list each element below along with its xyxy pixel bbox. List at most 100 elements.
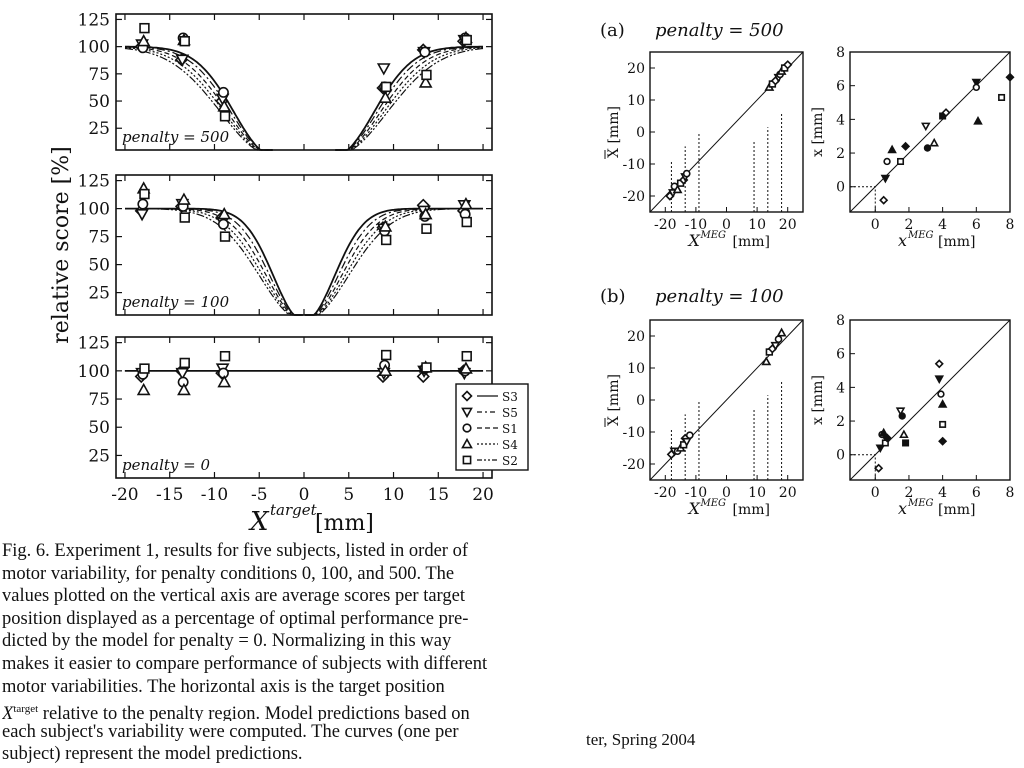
x-tick-label: 20	[472, 485, 494, 505]
data-point	[378, 219, 393, 232]
data-point	[761, 356, 772, 366]
x-tick-label: 10	[383, 485, 405, 505]
data-point	[136, 34, 151, 47]
y-tick-label: 0	[636, 125, 645, 141]
y-axis-label: X [mm]	[606, 374, 622, 426]
data-point	[137, 198, 149, 210]
y-tick-label: 20	[627, 61, 645, 77]
data-point	[459, 196, 473, 210]
y-tick-label: 75	[88, 228, 110, 248]
x-tick-label: -10	[685, 217, 708, 233]
data-point	[217, 207, 232, 220]
y-tick-label: 25	[88, 446, 110, 466]
legend-marker	[462, 455, 472, 465]
data-point	[923, 144, 932, 152]
y-tick-label: 75	[88, 390, 110, 410]
dotted-guide	[850, 186, 876, 212]
y-tick-label: -10	[622, 157, 645, 173]
y-axis-label: X [mm]	[606, 106, 622, 158]
data-point	[782, 60, 793, 70]
data-point	[421, 223, 432, 234]
data-point	[380, 81, 392, 93]
legend-marker	[461, 390, 473, 402]
y-tick-label: 0	[836, 448, 845, 464]
dotted-guide	[850, 454, 876, 480]
data-point	[672, 184, 683, 194]
row-title: penalty = 500	[655, 20, 784, 41]
y-axis-label: x [mm]	[810, 107, 826, 157]
x-axis-label-unit: [mm]	[315, 511, 374, 536]
y-tick-label: -20	[622, 189, 645, 205]
legend-label: S2	[502, 454, 518, 468]
x-tick-label: 20	[779, 217, 797, 233]
prediction-curve	[125, 208, 483, 316]
prediction-curve	[124, 47, 484, 151]
small-panel-frame	[849, 319, 1011, 481]
caption-line: Xtarget relative to the penalty region. …	[2, 698, 584, 721]
y-tick-label: 2	[836, 146, 845, 162]
data-point	[880, 174, 891, 184]
caption-line: motor variability, for penalty condition…	[2, 563, 455, 584]
y-tick-label: 125	[78, 10, 110, 30]
data-point	[219, 350, 231, 362]
row-label: (a)	[600, 20, 625, 41]
x-axis-label-unit: [mm]	[733, 502, 770, 518]
prediction-curve	[125, 45, 483, 151]
caption-line-rest: relative to the penalty region. Model pr…	[38, 704, 470, 721]
data-point	[879, 195, 889, 205]
data-point	[895, 407, 906, 416]
data-point	[418, 207, 433, 220]
caption-symbol: X	[2, 704, 14, 721]
data-point	[177, 382, 191, 396]
y-tick-label: 100	[78, 200, 110, 220]
data-point	[135, 209, 149, 222]
y-tick-label: 6	[836, 347, 845, 363]
data-point	[971, 78, 982, 88]
data-point	[179, 357, 190, 369]
x-tick-label: 6	[972, 217, 981, 233]
data-point	[887, 144, 897, 154]
x-tick-label: 5	[343, 485, 354, 505]
legend-label: S1	[502, 422, 518, 436]
data-point	[139, 188, 150, 200]
y-tick-label: 25	[88, 284, 110, 304]
data-point	[875, 444, 886, 454]
data-point	[1005, 72, 1015, 82]
legend-label: S5	[502, 406, 518, 420]
legend-label: S4	[502, 438, 518, 452]
x-axis-label: x	[898, 499, 907, 518]
data-point	[217, 218, 229, 230]
data-point	[681, 437, 692, 447]
row-label: (b)	[600, 286, 626, 307]
x-axis-label: X	[687, 499, 701, 518]
data-point	[941, 108, 951, 118]
legend-label: S3	[502, 390, 518, 404]
data-point	[175, 54, 190, 67]
x-tick-label: -15	[156, 485, 183, 505]
data-point	[883, 157, 891, 166]
caption-line: each subject's variability were computed…	[2, 721, 459, 742]
data-point	[217, 367, 229, 379]
data-point	[685, 431, 694, 440]
data-point	[682, 169, 691, 178]
prediction-curve	[124, 46, 484, 151]
x-tick-label: -20	[654, 485, 677, 501]
x-tick-label: -10	[685, 485, 708, 501]
data-point	[921, 122, 931, 132]
x-tick-label: -20	[654, 217, 677, 233]
x-tick-label: 4	[938, 217, 947, 233]
x-tick-label: 4	[938, 485, 947, 501]
y-tick-label: 50	[88, 92, 110, 112]
x-tick-label: -10	[201, 485, 228, 505]
data-point	[177, 192, 191, 205]
data-point	[972, 83, 981, 92]
data-point	[459, 361, 473, 374]
y-tick-label: 4	[836, 380, 845, 396]
data-point	[897, 157, 905, 165]
x-tick-label: 20	[779, 485, 797, 501]
caption-line: values plotted on the vertical axis are …	[2, 586, 465, 607]
x-tick-label: 2	[904, 217, 913, 233]
panel-label: penalty = 0	[122, 456, 210, 474]
x-axis-label-sup: target	[270, 501, 318, 519]
x-axis-label-unit: [mm]	[938, 234, 975, 250]
